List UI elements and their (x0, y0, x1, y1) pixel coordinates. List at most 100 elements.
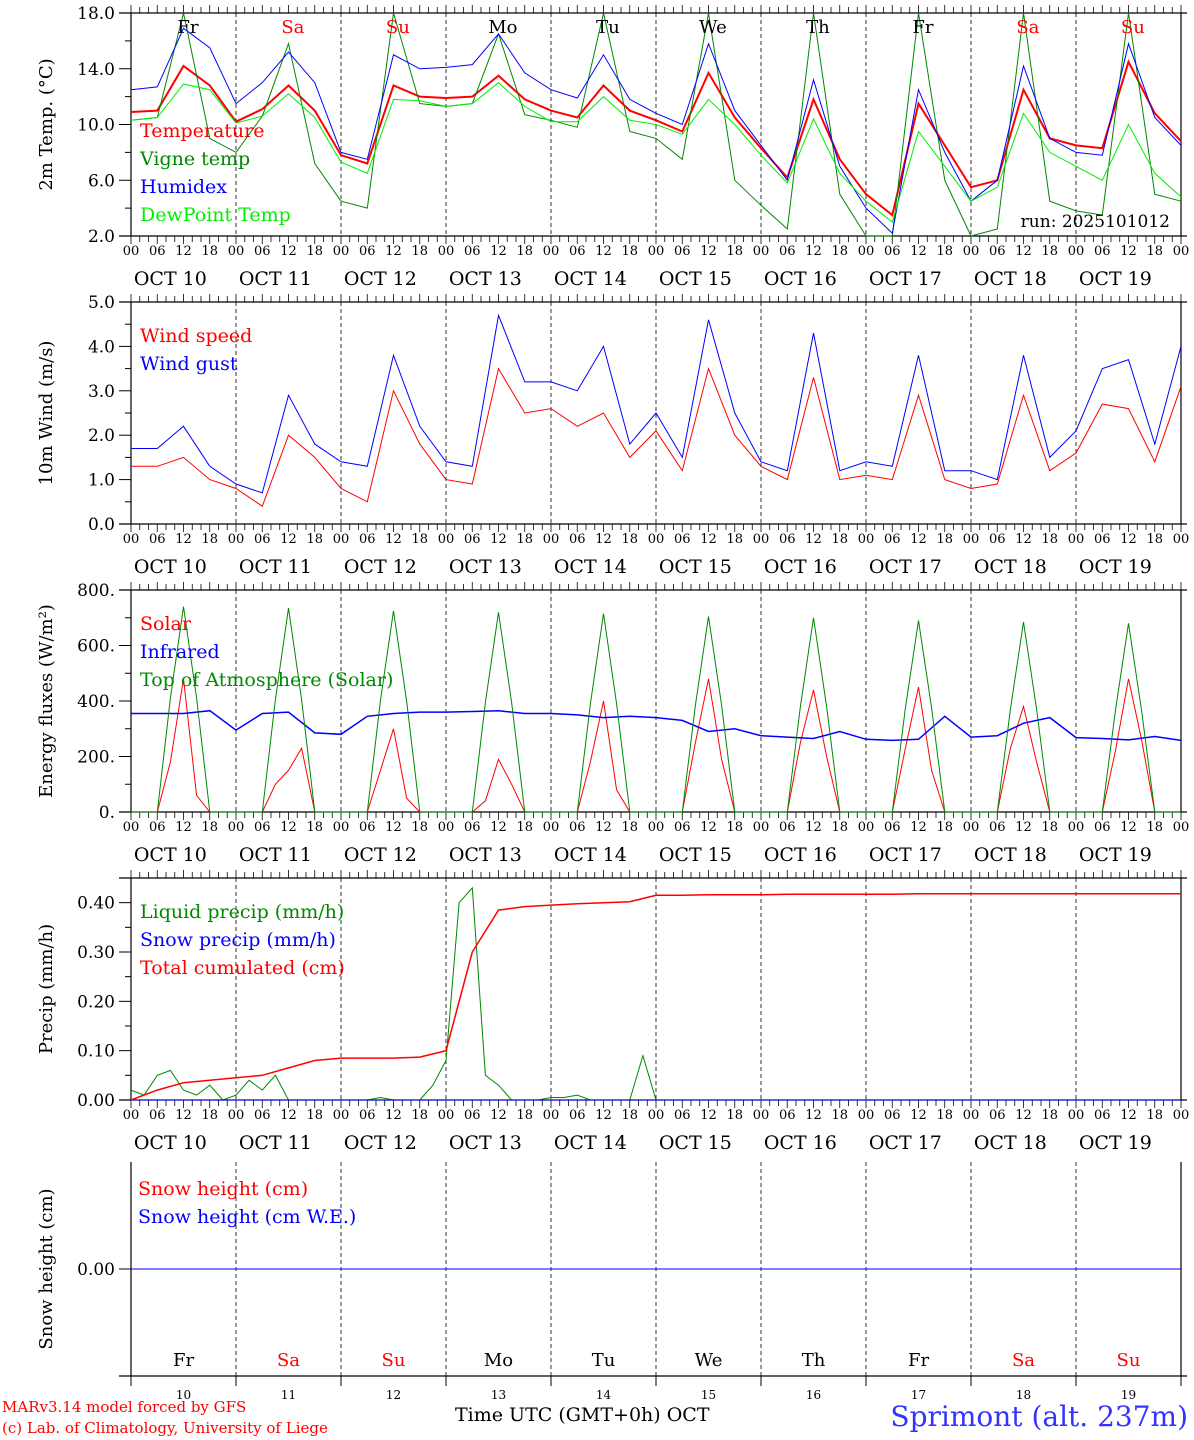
hour-tick-label: 00 (648, 820, 665, 835)
day-name: Th (802, 1350, 826, 1371)
hour-tick-label: 18 (516, 244, 533, 259)
hour-tick-label: 18 (306, 244, 323, 259)
hour-tick-label: 12 (595, 532, 612, 547)
legend-entry: Temperature (140, 120, 264, 142)
hour-tick-label: 00 (648, 244, 665, 259)
hour-tick-label: 00 (1173, 244, 1190, 259)
hour-tick-label: 06 (149, 1108, 166, 1123)
y-tick-label: 400. (77, 692, 115, 712)
y-tick-label: 18.0 (77, 4, 115, 24)
day-name: Su (386, 17, 410, 38)
hour-tick-label: 12 (280, 1108, 297, 1123)
series-line-wind-gust (131, 313, 1182, 494)
hour-tick-label: 12 (1120, 1108, 1137, 1123)
hour-tick-label: 18 (1146, 244, 1163, 259)
hour-tick-label: 18 (516, 1108, 533, 1123)
hour-tick-label: 12 (805, 820, 822, 835)
hour-tick-label: 12 (175, 532, 192, 547)
date-label: OCT 11 (239, 556, 312, 578)
model-credit: MARv3.14 model forced by GFS (2, 1398, 247, 1416)
hour-tick-label: 00 (123, 532, 140, 547)
hour-tick-label: 00 (963, 820, 980, 835)
y-tick-label: 200. (77, 748, 115, 768)
hour-tick-label: 18 (1041, 532, 1058, 547)
hour-tick-label: 00 (1173, 1108, 1190, 1123)
y-tick-label: 0.30 (77, 943, 115, 963)
day-name: Su (1121, 17, 1145, 38)
station-name: Sprimont (alt. 237m) (890, 1400, 1188, 1433)
day-name: Sa (1016, 17, 1039, 38)
hour-tick-label: 00 (333, 820, 350, 835)
hour-tick-label: 18 (831, 244, 848, 259)
y-axis-title: Energy fluxes (W/m²) (36, 604, 57, 798)
hour-tick-label: 00 (228, 532, 245, 547)
day-number: 14 (596, 1388, 612, 1402)
date-label: OCT 14 (554, 268, 627, 290)
date-label: OCT 13 (449, 268, 522, 290)
day-name: Fr (177, 17, 198, 38)
hour-tick-label: 00 (123, 244, 140, 259)
hour-tick-label: 06 (254, 532, 271, 547)
hour-tick-label: 06 (989, 532, 1006, 547)
hour-tick-label: 12 (805, 244, 822, 259)
y-tick-label: 5.0 (88, 293, 115, 313)
hour-tick-label: 06 (674, 1108, 691, 1123)
hour-tick-label: 18 (831, 1108, 848, 1123)
hour-tick-label: 12 (1015, 532, 1032, 547)
series-line-infrared (131, 709, 1182, 742)
hour-tick-label: 12 (490, 820, 507, 835)
series-line-dewpoint-temp (130, 82, 1182, 223)
panel-temperature (119, 5, 1187, 244)
run-label: run: 2025101012 (1021, 212, 1170, 232)
hour-tick-label: 06 (464, 1108, 481, 1123)
hour-tick-label: 18 (726, 820, 743, 835)
hour-tick-label: 06 (779, 1108, 796, 1123)
legend-entry: Vigne temp (139, 148, 250, 170)
hour-tick-label: 12 (385, 244, 402, 259)
hour-tick-label: 12 (175, 820, 192, 835)
day-name: Tu (592, 1350, 616, 1371)
date-label: OCT 16 (764, 556, 837, 578)
hour-tick-label: 00 (963, 1108, 980, 1123)
hour-tick-label: 00 (753, 244, 770, 259)
y-axis-title: 10m Wind (m/s) (36, 341, 57, 486)
y-axis-title: Precip (mm/h) (36, 924, 57, 1054)
hour-tick-label: 06 (884, 532, 901, 547)
date-label: OCT 18 (974, 556, 1047, 578)
hour-tick-label: 06 (884, 244, 901, 259)
legend-entry: Wind speed (140, 325, 252, 347)
hour-tick-label: 06 (359, 244, 376, 259)
date-label: OCT 16 (764, 268, 837, 290)
date-label: OCT 11 (239, 844, 312, 866)
y-tick-label: 600. (77, 637, 115, 657)
hour-tick-label: 00 (438, 532, 455, 547)
day-name: We (695, 1350, 723, 1371)
hour-tick-label: 12 (700, 1108, 717, 1123)
hour-tick-label: 12 (1015, 1108, 1032, 1123)
y-tick-label: 2.0 (88, 227, 115, 247)
date-label: OCT 12 (344, 844, 417, 866)
legend-entry: Humidex (140, 176, 227, 198)
day-name: Sa (1012, 1350, 1035, 1371)
y-tick-label: 3.0 (88, 382, 115, 402)
hour-tick-label: 12 (700, 532, 717, 547)
hour-tick-label: 06 (989, 244, 1006, 259)
day-name: Mo (488, 17, 517, 38)
series-line-top-of-atmosphere-solar- (131, 606, 1181, 813)
y-tick-label: 4.0 (88, 337, 115, 357)
hour-tick-label: 12 (805, 1108, 822, 1123)
legend-entry: Total cumulated (cm) (140, 957, 345, 979)
legend-entry: Snow precip (mm/h) (140, 929, 336, 951)
y-tick-label: 0.20 (77, 992, 115, 1012)
hour-tick-label: 12 (595, 820, 612, 835)
hour-tick-label: 18 (831, 532, 848, 547)
hour-tick-label: 12 (175, 244, 192, 259)
hour-tick-label: 00 (438, 244, 455, 259)
hour-tick-label: 00 (333, 532, 350, 547)
hour-tick-label: 12 (910, 532, 927, 547)
y-tick-label: 10.0 (77, 116, 115, 136)
y-tick-label: 0.10 (77, 1042, 115, 1062)
hour-tick-label: 00 (648, 1108, 665, 1123)
hour-tick-label: 00 (123, 1108, 140, 1123)
hour-tick-label: 00 (228, 1108, 245, 1123)
